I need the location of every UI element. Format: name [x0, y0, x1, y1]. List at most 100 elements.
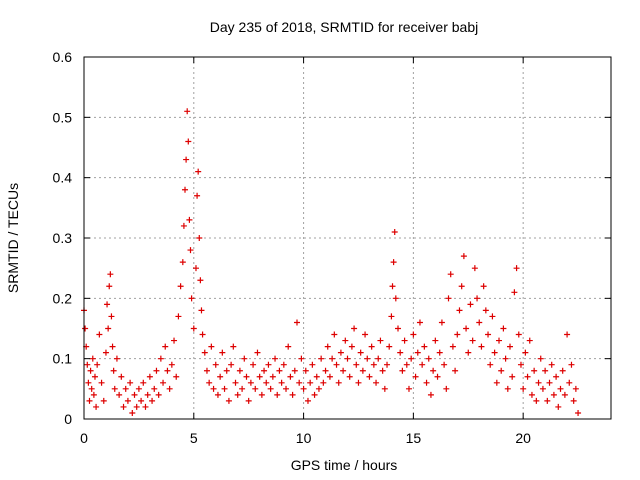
data-point [570, 397, 577, 404]
data-point [480, 283, 487, 290]
data-point [355, 379, 362, 386]
y-tick-label: 0.2 [53, 290, 73, 306]
data-point [520, 385, 527, 392]
data-point [232, 379, 239, 386]
data-point [91, 373, 98, 380]
data-point [124, 397, 131, 404]
y-tick-label: 0.1 [53, 351, 73, 367]
data-point [280, 361, 287, 368]
data-point [261, 367, 268, 374]
data-point [118, 373, 125, 380]
data-point [111, 385, 118, 392]
data-point [116, 391, 123, 398]
data-point [106, 283, 113, 290]
data-point [82, 325, 89, 332]
data-point [219, 349, 226, 356]
data-point [500, 325, 507, 332]
data-point [196, 235, 203, 241]
y-tick-label: 0.5 [53, 109, 73, 125]
data-point [122, 385, 129, 392]
y-tick-label: 0.4 [53, 170, 73, 186]
data-point [263, 379, 270, 386]
x-tick-label: 10 [296, 430, 312, 446]
data-point [254, 349, 261, 356]
data-point [304, 397, 311, 404]
data-point [84, 361, 91, 368]
data-point [509, 373, 516, 380]
data-point [313, 373, 320, 380]
data-point [533, 397, 540, 404]
data-point [236, 367, 243, 374]
data-point [195, 168, 202, 175]
x-tick-label: 15 [406, 430, 422, 446]
data-point [531, 367, 538, 374]
x-tick-label: 0 [80, 430, 88, 446]
data-point [432, 337, 439, 344]
data-point [463, 325, 470, 332]
data-point [90, 391, 97, 398]
data-point [498, 367, 505, 374]
data-point [164, 367, 171, 374]
data-point [177, 283, 184, 290]
data-point [362, 331, 369, 338]
data-point [572, 385, 579, 392]
data-point [511, 289, 518, 296]
data-point [491, 349, 498, 356]
data-point [427, 391, 434, 398]
data-point [346, 373, 353, 380]
data-point [160, 379, 167, 386]
data-point [493, 379, 500, 386]
data-point [566, 379, 573, 386]
data-point [476, 319, 483, 326]
data-point [133, 403, 140, 410]
data-point [445, 295, 452, 302]
data-point [185, 138, 192, 145]
data-point [100, 397, 107, 404]
data-point [175, 313, 182, 320]
data-point [517, 361, 524, 368]
data-point [210, 385, 217, 392]
data-point [296, 379, 303, 386]
data-point [504, 385, 511, 392]
data-point [342, 337, 349, 344]
data-point [331, 331, 338, 338]
data-point [298, 355, 305, 362]
data-point [258, 391, 265, 398]
data-point [474, 295, 481, 302]
data-point [98, 379, 105, 386]
data-point [443, 385, 450, 392]
data-point [388, 313, 395, 320]
data-point [568, 361, 575, 368]
data-point [245, 397, 252, 404]
data-point [311, 391, 318, 398]
data-point [129, 409, 136, 416]
data-point [392, 295, 399, 302]
data-point [513, 265, 520, 272]
data-point [187, 247, 194, 254]
data-point [419, 361, 426, 368]
data-point [256, 373, 263, 380]
data-point [198, 307, 205, 314]
data-point [522, 349, 529, 356]
data-point [548, 361, 555, 368]
data-point [155, 391, 162, 398]
data-point [243, 373, 250, 380]
data-point [162, 343, 169, 350]
data-point [403, 361, 410, 368]
data-point [324, 343, 331, 350]
data-point [166, 385, 173, 392]
y-tick-label: 0.3 [53, 230, 73, 246]
data-point [553, 373, 560, 380]
data-point [131, 391, 138, 398]
data-point [390, 259, 397, 266]
data-point [506, 343, 513, 350]
data-point [93, 403, 100, 410]
data-point [289, 391, 296, 398]
data-point [414, 349, 421, 356]
data-point [223, 367, 230, 374]
data-point [373, 379, 380, 386]
data-point [199, 331, 206, 338]
data-point [104, 301, 111, 308]
data-point [561, 391, 568, 398]
data-point [272, 355, 279, 362]
